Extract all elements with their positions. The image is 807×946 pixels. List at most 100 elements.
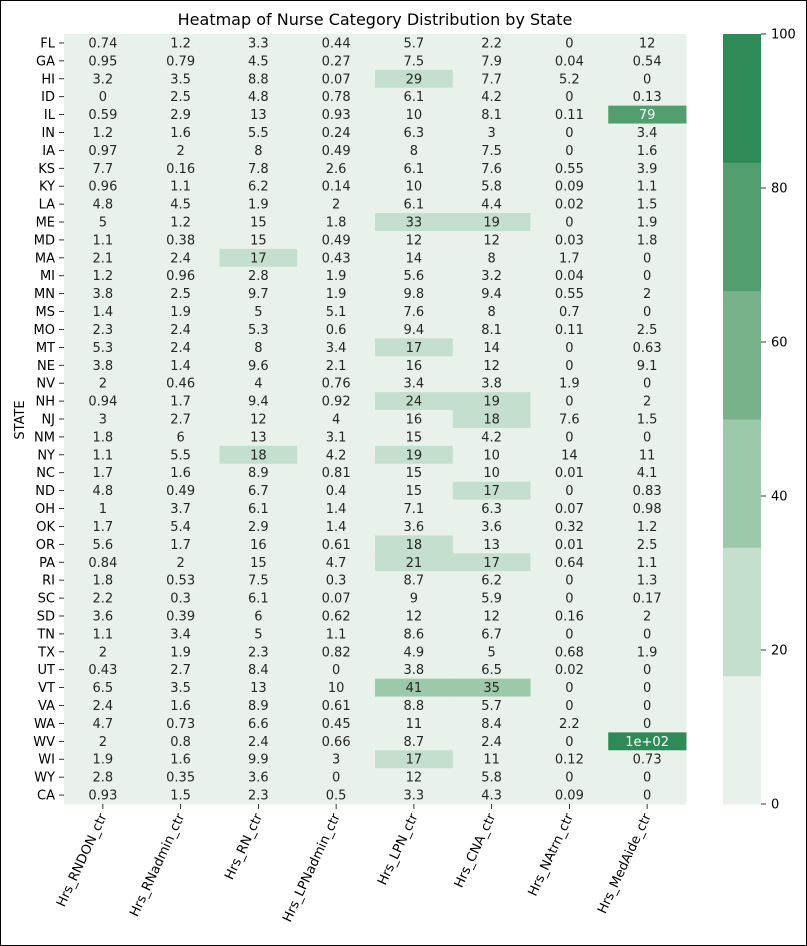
cell-label: 6.5 <box>481 663 502 678</box>
cell-label: 17 <box>483 484 500 499</box>
heatmap-cell <box>375 123 454 142</box>
heatmap-cell <box>608 660 687 680</box>
cell-label: 2.4 <box>170 341 191 356</box>
cell-label: 15 <box>250 556 267 571</box>
cell-label: 7.7 <box>481 72 502 87</box>
heatmap-cell <box>375 535 454 554</box>
heatmap-cell <box>297 34 376 53</box>
cell-label: 5 <box>487 645 495 660</box>
cell-label: 2.2 <box>481 36 502 51</box>
heatmap-cell <box>530 34 609 53</box>
cell-label: 5.3 <box>93 341 114 356</box>
heatmap-cell <box>64 750 143 769</box>
heatmap-cell <box>530 768 609 787</box>
cell-label: 5.7 <box>481 699 502 714</box>
heatmap-cell <box>297 123 376 142</box>
heatmap-cell <box>219 338 298 357</box>
cell-label: 12 <box>250 413 267 428</box>
cell-label: 0.12 <box>555 753 584 768</box>
cell-label: 11 <box>639 448 656 463</box>
cell-label: 6.1 <box>404 162 425 177</box>
cell-label: 29 <box>406 72 423 87</box>
heatmap-cell <box>608 105 687 125</box>
heatmap-cell <box>219 445 298 465</box>
y-tick-label: MN <box>34 287 55 302</box>
heatmap-cell <box>530 266 609 286</box>
cell-label: 2.9 <box>170 108 191 123</box>
cell-label: 17 <box>483 556 500 571</box>
colorbar-tick-label: 40 <box>771 490 788 505</box>
cell-label: 14 <box>561 448 578 463</box>
cell-label: 0.55 <box>555 162 584 177</box>
heatmap-cell <box>375 266 454 286</box>
cell-label: 6.1 <box>248 502 269 517</box>
cell-label: 33 <box>406 216 423 231</box>
heatmap-cell <box>375 248 454 268</box>
heatmap-cell <box>141 481 220 501</box>
cell-label: 6.3 <box>481 502 502 517</box>
cell-label: 1.7 <box>170 538 191 553</box>
cell-label: 0.39 <box>166 609 195 624</box>
cell-label: 3.2 <box>481 269 502 284</box>
cell-label: 0.07 <box>322 592 351 607</box>
heatmap-cell <box>141 105 220 125</box>
heatmap-cell <box>530 51 609 71</box>
cell-label: 0.07 <box>322 72 351 87</box>
cell-label: 12 <box>406 233 423 248</box>
heatmap-cell <box>375 392 454 411</box>
heatmap-cell <box>452 624 531 644</box>
cell-label: 41 <box>406 681 423 696</box>
cell-label: 3.6 <box>404 520 425 535</box>
heatmap-cell <box>608 410 687 429</box>
heatmap-cell <box>219 141 298 160</box>
colorbar-tick-label: 0 <box>771 798 779 813</box>
cell-label: 0.04 <box>555 269 584 284</box>
heatmap-cell <box>375 427 454 447</box>
cell-label: 0 <box>643 663 651 678</box>
cell-label: 15 <box>250 216 267 231</box>
heatmap-cell <box>64 571 143 590</box>
heatmap-cell <box>297 105 376 125</box>
heatmap-cell <box>608 499 687 518</box>
cell-label: 0 <box>643 72 651 87</box>
cell-label: 0.32 <box>555 520 584 535</box>
cell-label: 2.6 <box>326 162 347 177</box>
cell-label: 4.7 <box>326 556 347 571</box>
heatmap-cell <box>452 553 531 572</box>
cell-label: 1.8 <box>637 233 658 248</box>
heatmap-cell <box>452 410 531 429</box>
heatmap-cell <box>452 786 531 805</box>
cell-label: 18 <box>406 538 423 553</box>
cell-label: 4.1 <box>637 466 658 481</box>
heatmap-cell <box>608 338 687 357</box>
cell-label: 4 <box>254 377 262 392</box>
heatmap-cell <box>219 195 298 214</box>
heatmap-cell <box>375 284 454 304</box>
heatmap-cell <box>530 445 609 465</box>
cell-label: 9.4 <box>248 395 269 410</box>
colorbar-tick-label: 60 <box>771 336 788 351</box>
y-tick-label: NH <box>36 395 56 410</box>
heatmap-cell <box>452 159 531 178</box>
heatmap-cell <box>530 678 609 698</box>
heatmap-cell <box>219 34 298 53</box>
heatmap-cell <box>452 51 531 71</box>
heatmap-cell <box>64 105 143 125</box>
heatmap-cell <box>219 499 298 518</box>
y-axis-label: STATE <box>13 400 28 439</box>
cell-label: 0 <box>643 717 651 732</box>
colorbar-segment <box>723 34 761 163</box>
heatmap-cell <box>608 607 687 626</box>
heatmap-cell <box>452 356 531 375</box>
heatmap-cell <box>64 410 143 429</box>
cell-label: 0 <box>565 430 573 445</box>
heatmap-cell <box>452 660 531 680</box>
y-tick-label: VA <box>38 699 55 714</box>
heatmap-cell <box>375 660 454 680</box>
cell-label: 0 <box>565 90 573 105</box>
heatmap-cell <box>297 463 376 483</box>
heatmap-cell <box>141 177 220 196</box>
heatmap-cell <box>219 392 298 411</box>
x-tick-label: Hrs_LPNadmin_ctr <box>280 811 344 925</box>
cell-label: 0.45 <box>322 717 351 732</box>
